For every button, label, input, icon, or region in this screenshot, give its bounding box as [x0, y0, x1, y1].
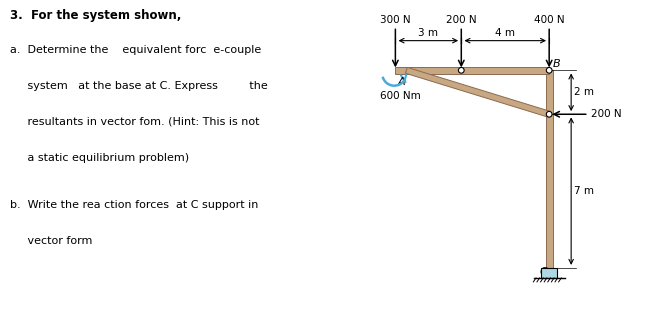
Text: 300 N: 300 N — [380, 15, 410, 25]
Text: 200 N: 200 N — [591, 109, 622, 119]
Text: 600 Nm: 600 Nm — [380, 91, 421, 101]
Bar — [542, 268, 557, 278]
Text: 3.  For the system shown,: 3. For the system shown, — [9, 9, 181, 22]
Text: C: C — [540, 267, 547, 277]
Text: 200 N: 200 N — [446, 15, 477, 25]
Text: b.  Write the rea ction forces  at C support in: b. Write the rea ction forces at C suppo… — [9, 200, 258, 210]
Circle shape — [546, 111, 552, 117]
Polygon shape — [405, 67, 550, 117]
Text: 2 m: 2 m — [575, 87, 594, 97]
Circle shape — [546, 67, 552, 73]
Polygon shape — [545, 70, 553, 268]
Text: 3 m: 3 m — [418, 28, 438, 38]
Text: B: B — [553, 59, 561, 69]
Text: 4 m: 4 m — [495, 28, 515, 38]
Circle shape — [458, 67, 464, 73]
Text: resultants in vector fom. (Hint: This is not: resultants in vector fom. (Hint: This is… — [9, 117, 259, 127]
Text: A: A — [397, 77, 404, 87]
Polygon shape — [395, 67, 549, 74]
Text: vector form: vector form — [9, 236, 92, 246]
Text: 400 N: 400 N — [534, 15, 565, 25]
Text: 7 m: 7 m — [575, 186, 594, 196]
Text: a.  Determine the    equivalent forc  e-couple: a. Determine the equivalent forc e-coupl… — [9, 45, 261, 55]
Text: system   at the base at C. Express         the: system at the base at C. Express the — [9, 81, 267, 91]
Text: a static equilibrium problem): a static equilibrium problem) — [9, 153, 189, 163]
